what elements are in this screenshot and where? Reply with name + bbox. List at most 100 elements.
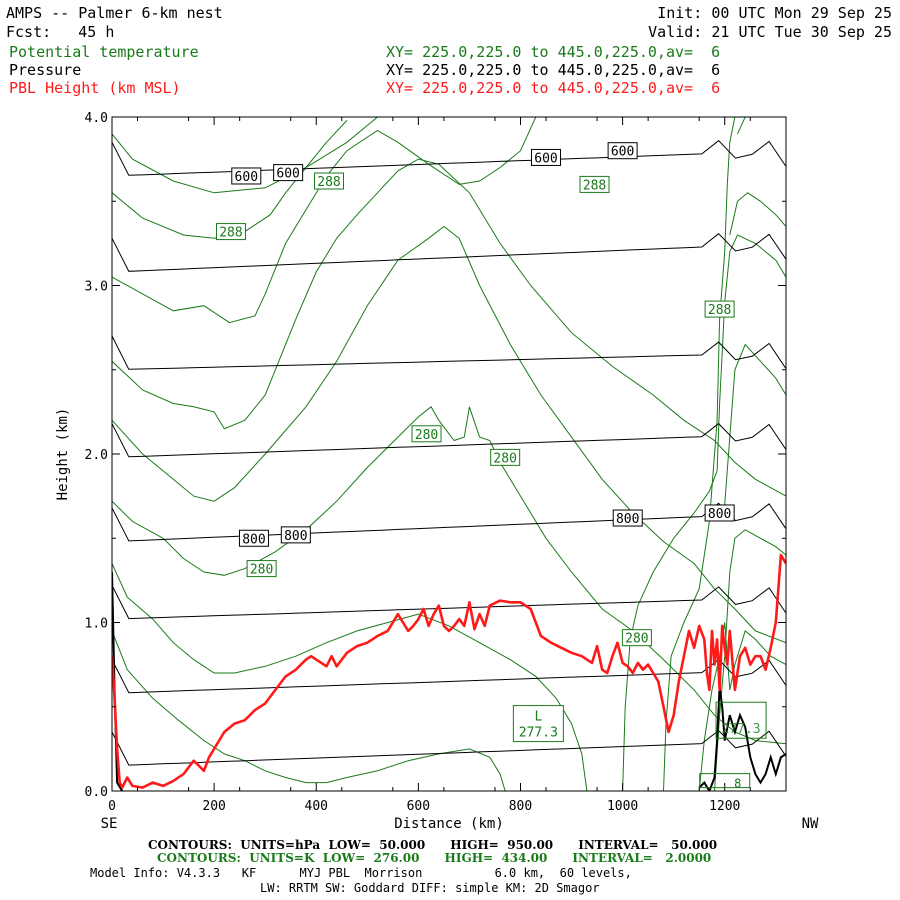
isobar-label: 800 (708, 507, 731, 522)
footer-contours-theta: CONTOURS: UNITS=K LOW= 276.00 HIGH= 434.… (157, 851, 712, 865)
isentrope-label-box (411, 425, 442, 443)
isobar-label: 600 (534, 151, 557, 166)
isobar-label: 600 (235, 170, 258, 185)
isentrope-label: 288 (583, 178, 606, 193)
isobar-line (112, 502, 786, 542)
isobar-label: 800 (242, 532, 265, 547)
x-tick-label: 1200 (709, 799, 740, 814)
isobar-label-box (607, 142, 638, 160)
isentropes-layer (112, 117, 786, 791)
init-time: Init: 00 UTC Mon 29 Sep 25 (657, 4, 892, 22)
isobar-label-box (273, 164, 304, 182)
x-tick-label: 400 (305, 799, 328, 814)
contour-labels-layer: 600 600 600 600 800 800 800 800 288 288 288 288 280 2… (215, 142, 767, 791)
x-tick-label: 600 (407, 799, 430, 814)
x-tick-label: 1000 (607, 799, 638, 814)
isobar-line (112, 422, 786, 458)
axes-frame (111, 116, 787, 792)
valid-time: Valid: 21 UTC Tue 30 Sep 25 (648, 23, 892, 41)
isentrope-line (112, 563, 588, 791)
isentrope-line (112, 120, 348, 239)
isentrope-line (663, 117, 736, 791)
isentrope-line (112, 630, 506, 791)
isentrope-label-box (215, 223, 246, 241)
y-axis-label: Height (km) (55, 408, 71, 501)
low-marker-value: 277.3 (519, 726, 558, 741)
isentrope-line (622, 234, 786, 791)
isentrope-label-box (314, 172, 345, 190)
isentrope-line (729, 192, 786, 236)
low-marker3-box (699, 773, 751, 789)
y-tick-label: 3.0 (85, 280, 108, 295)
isentrope-line (737, 117, 746, 135)
y-tick-label: 1.0 (85, 617, 108, 632)
isentrope-line (112, 406, 786, 745)
isentrope-label-box (246, 560, 277, 578)
isobar-label-box (531, 148, 562, 166)
isentrope-line (112, 117, 537, 324)
isentrope-label: 288 (317, 175, 340, 190)
isobar-line (112, 233, 786, 272)
footer-contours-pressure: CONTOURS: UNITS=hPa LOW= 50.000 HIGH= 95… (148, 838, 718, 852)
isentrope-label-box (621, 629, 652, 647)
isentrope-label: 280 (250, 563, 273, 578)
isentrope-line (112, 225, 786, 644)
isobar-line (112, 658, 786, 694)
field-xy-theta: XY= 225.0,225.0 to 445.0,225.0,av= 6 (386, 43, 721, 61)
x-axis-label: Distance (km) (394, 816, 504, 832)
low-marker-box (512, 705, 564, 743)
isentrope-label: 288 (708, 303, 731, 318)
isobar-line (112, 729, 786, 766)
axes-text-layer: 0 200 400 600 800 1000 1200 0.0 1.0 2.0 3.0 4.0 Dist… (55, 111, 819, 832)
low-marker2-box (715, 701, 767, 739)
y-tick-label: 0.0 (85, 785, 108, 800)
isobar-label-box (231, 167, 262, 185)
isobar-line (112, 585, 786, 620)
pbl-layer (112, 553, 786, 789)
nw-end-label: NW (802, 816, 819, 832)
isentrope-line (698, 622, 786, 791)
isobar-label: 600 (611, 145, 634, 160)
isobar-label-box (280, 526, 311, 544)
isobar-label: 800 (284, 529, 307, 544)
isentrope-label: 280 (415, 428, 438, 443)
isentrope-label: 280 (493, 451, 516, 466)
pbl-height-line (112, 553, 786, 789)
field-name-pressure: Pressure (9, 61, 82, 79)
isentrope-label-box (579, 175, 610, 193)
isentrope-label: 280 (625, 632, 648, 647)
isentrope-line (112, 117, 378, 194)
field-name-theta: Potential temperature (9, 43, 199, 61)
isobar-label-box (238, 529, 269, 547)
isobar-label: 600 (276, 167, 299, 182)
isobar-label: 800 (616, 512, 639, 527)
field-xy-pbl: XY= 225.0,225.0 to 445.0,225.0,av= 6 (386, 79, 721, 97)
x-tick-label: 0 (108, 799, 116, 814)
footer-model-info: Model Info: V4.3.3 KF MYJ PBL Morrison 6… (90, 866, 632, 880)
isentrope-label-box (704, 300, 735, 318)
isobar-label-box (612, 509, 643, 527)
field-xy-pressure: XY= 225.0,225.0 to 445.0,225.0,av= 6 (386, 61, 721, 79)
chart-title: AMPS -- Palmer 6-km nest (6, 4, 223, 22)
low-marker2-value: 277.3 (721, 722, 760, 737)
terrain-profile-line (698, 686, 786, 791)
x-tick-label: 200 (202, 799, 225, 814)
isobar-line (112, 335, 786, 370)
y-tick-label: 4.0 (85, 111, 108, 126)
isobars-layer (112, 140, 786, 791)
se-end-label: SE (101, 816, 118, 832)
low-marker3-value: 8 (734, 777, 741, 791)
y-tick-label: 2.0 (85, 448, 108, 463)
forecast-hour: Fcst: 45 h (6, 23, 115, 41)
x-tick-label: 800 (509, 799, 532, 814)
isentrope-line (724, 343, 786, 505)
low-marker-letter: L (534, 710, 542, 725)
isobar-label-box (704, 504, 735, 522)
isentrope-label-box (490, 448, 521, 466)
footer-model-info-2: LW: RRTM SW: Goddard DIFF: simple KM: 2D… (260, 881, 600, 895)
isentrope-label: 288 (219, 226, 242, 241)
isobar-line (112, 140, 786, 176)
isentrope-line (112, 158, 786, 497)
field-name-pbl: PBL Height (km MSL) (9, 79, 181, 97)
